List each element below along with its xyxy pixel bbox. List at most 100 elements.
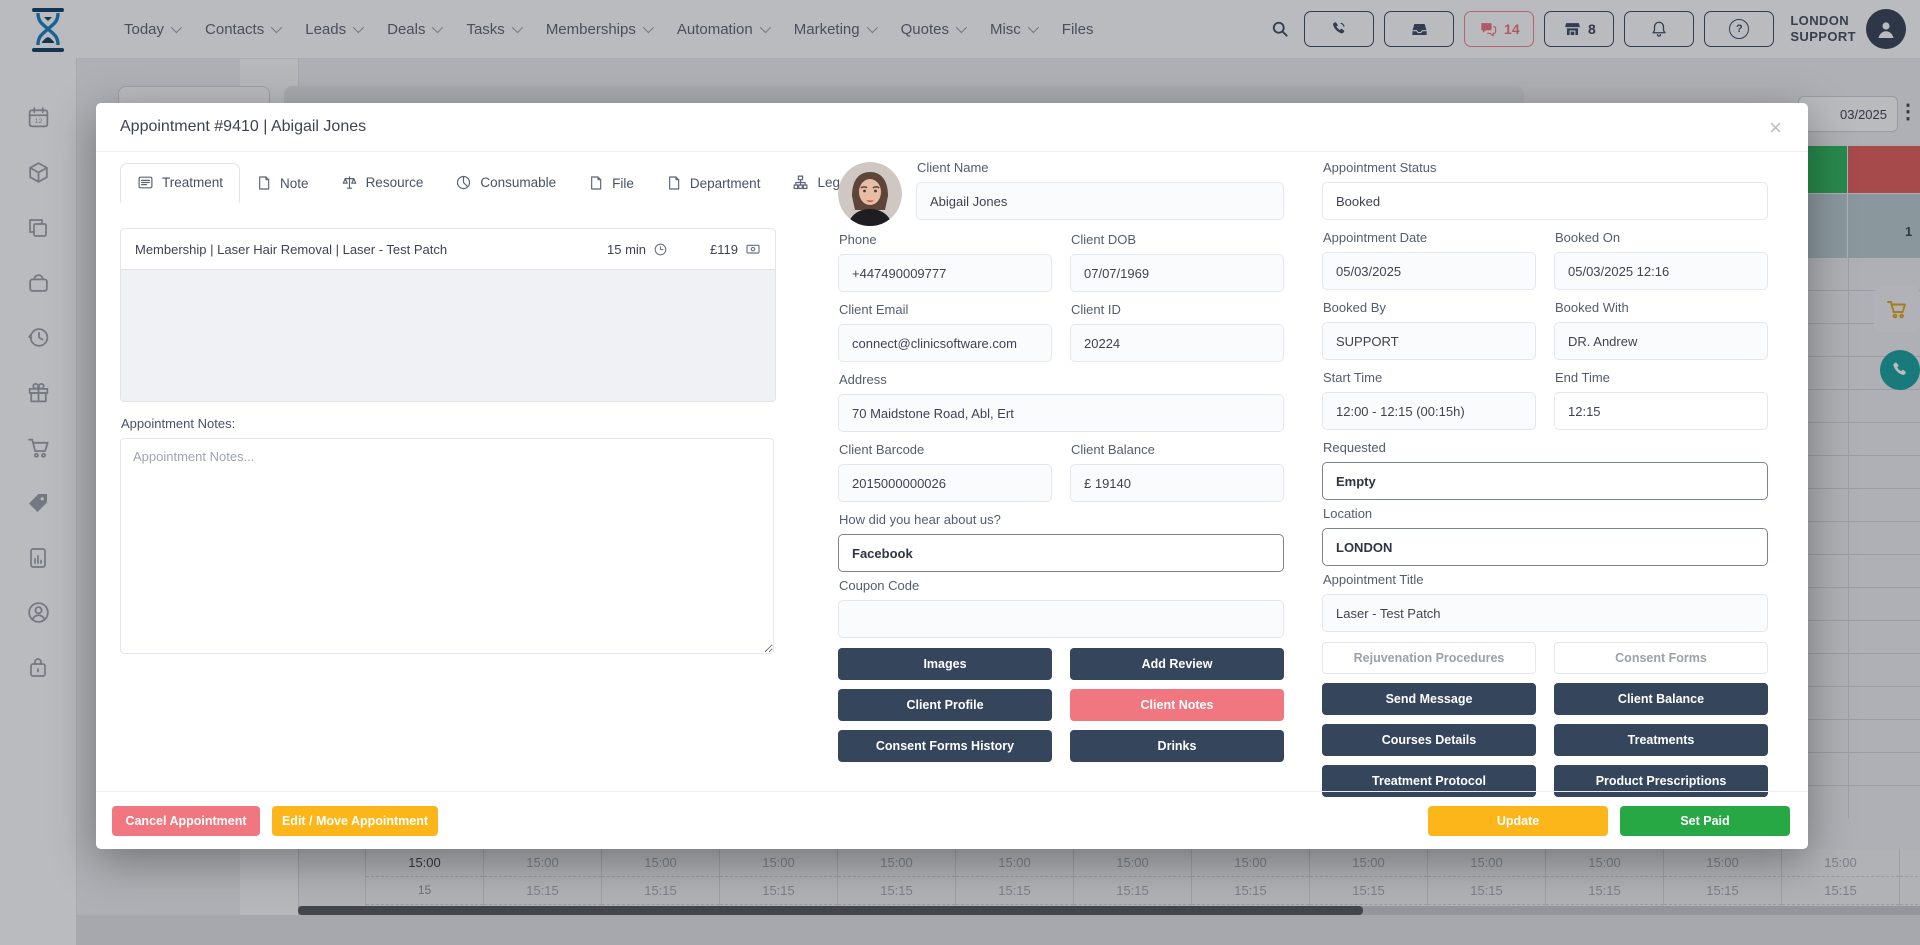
inbox-button[interactable] bbox=[1384, 11, 1455, 47]
modal-tabs: Treatment Note Resource Consumable File bbox=[120, 161, 863, 203]
images-button[interactable]: Images bbox=[838, 648, 1052, 680]
rejuvenation-procedures-button[interactable]: Rejuvenation Procedures bbox=[1322, 642, 1536, 674]
search-icon[interactable] bbox=[1270, 19, 1290, 39]
set-paid-button[interactable]: Set Paid bbox=[1620, 805, 1790, 836]
nav-item-misc[interactable]: Misc bbox=[990, 21, 1039, 38]
client-barcode-input[interactable]: 2015000000026 bbox=[838, 464, 1052, 502]
basket-icon[interactable] bbox=[0, 255, 76, 310]
appointment-title-input[interactable]: Laser - Test Patch bbox=[1322, 594, 1768, 632]
edit-move-appointment-button[interactable]: Edit / Move Appointment bbox=[272, 805, 438, 836]
question-mark-icon: ? bbox=[1729, 19, 1750, 39]
calendar-icon[interactable]: 12 bbox=[0, 90, 76, 145]
courses-details-button[interactable]: Courses Details bbox=[1322, 724, 1536, 756]
cart-icon[interactable] bbox=[0, 420, 76, 475]
account-name-line1: LONDON bbox=[1790, 13, 1850, 29]
store-button[interactable]: 8 bbox=[1544, 11, 1615, 47]
client-id-label: Client ID bbox=[1071, 302, 1121, 317]
tab-consumable[interactable]: Consumable bbox=[439, 164, 572, 203]
document-icon bbox=[666, 175, 682, 191]
client-name-input[interactable]: Abigail Jones bbox=[916, 182, 1284, 220]
send-message-button[interactable]: Send Message bbox=[1322, 683, 1536, 715]
phone-calls-button[interactable] bbox=[1304, 11, 1375, 47]
update-button[interactable]: Update bbox=[1428, 805, 1608, 836]
brand-hourglass-logo[interactable] bbox=[28, 7, 68, 53]
chat-messages-button[interactable]: 14 bbox=[1464, 11, 1535, 47]
cancel-appointment-button[interactable]: Cancel Appointment bbox=[112, 805, 260, 836]
address-input[interactable]: 70 Maidstone Road, Abl, Ert bbox=[838, 394, 1284, 432]
navbar-right-cluster: 14 8 ? LONDON SUPPORT bbox=[1270, 0, 1906, 58]
tab-label: File bbox=[612, 175, 634, 191]
client-balance-input[interactable]: £ 19140 bbox=[1070, 464, 1284, 502]
phone-fab-button[interactable] bbox=[1880, 350, 1920, 390]
help-button[interactable]: ? bbox=[1704, 11, 1775, 47]
client-dob-input[interactable]: 07/07/1969 bbox=[1070, 254, 1284, 292]
tab-file[interactable]: File bbox=[572, 165, 650, 203]
address-label: Address bbox=[839, 372, 887, 387]
gift-icon[interactable] bbox=[0, 365, 76, 420]
client-email-input[interactable]: connect@clinicsoftware.com bbox=[838, 324, 1052, 362]
history-icon[interactable] bbox=[0, 310, 76, 365]
add-review-button[interactable]: Add Review bbox=[1070, 648, 1284, 680]
nav-item-deals[interactable]: Deals bbox=[387, 21, 444, 38]
tab-note[interactable]: Note bbox=[240, 165, 325, 203]
user-avatar[interactable] bbox=[1866, 9, 1906, 49]
booked-on-input[interactable]: 05/03/2025 12:16 bbox=[1554, 252, 1768, 290]
notifications-button[interactable] bbox=[1624, 11, 1695, 47]
calendar-event-red[interactable] bbox=[1848, 146, 1920, 193]
location-select[interactable]: LONDON bbox=[1322, 528, 1768, 566]
appointment-date-input[interactable]: 05/03/2025 bbox=[1322, 252, 1536, 290]
location-label: Location bbox=[1323, 506, 1373, 521]
tab-department[interactable]: Department bbox=[650, 165, 777, 203]
treatment-item-row[interactable]: Membership | Laser Hair Removal | Laser … bbox=[121, 229, 775, 270]
consent-forms-history-button[interactable]: Consent Forms History bbox=[838, 730, 1052, 762]
requested-select[interactable]: Empty bbox=[1322, 462, 1768, 500]
treatments-button[interactable]: Treatments bbox=[1554, 724, 1768, 756]
drinks-button[interactable]: Drinks bbox=[1070, 730, 1284, 762]
copy-icon[interactable] bbox=[0, 200, 76, 255]
time-slot: 15:15 bbox=[484, 877, 601, 905]
calendar-event-teal-2[interactable] bbox=[1848, 194, 1920, 258]
nav-label: Leads bbox=[305, 20, 347, 38]
client-id-input[interactable]: 20224 bbox=[1070, 324, 1284, 362]
nav-item-tasks[interactable]: Tasks bbox=[466, 21, 523, 38]
tab-resource[interactable]: Resource bbox=[325, 164, 440, 203]
close-icon[interactable]: × bbox=[1769, 115, 1782, 140]
nav-item-memberships[interactable]: Memberships bbox=[546, 21, 654, 38]
nav-item-quotes[interactable]: Quotes bbox=[901, 21, 968, 38]
client-notes-button[interactable]: Client Notes bbox=[1070, 689, 1284, 721]
consent-forms-button[interactable]: Consent Forms bbox=[1554, 642, 1768, 674]
booked-by-input[interactable]: SUPPORT bbox=[1322, 322, 1536, 360]
referral-source-select[interactable]: Facebook bbox=[838, 534, 1284, 572]
phone-input[interactable]: +447490009777 bbox=[838, 254, 1052, 292]
appointment-status-input[interactable]: Booked bbox=[1322, 182, 1768, 220]
client-photo[interactable] bbox=[838, 162, 902, 226]
start-time-input[interactable]: 12:00 - 12:15 (00:15h) bbox=[1322, 392, 1536, 430]
kebab-menu-icon[interactable]: ⋮ bbox=[1898, 101, 1918, 123]
treatment-duration: 15 min bbox=[607, 241, 647, 257]
horizontal-scrollbar-thumb[interactable] bbox=[298, 906, 1363, 915]
nav-item-today[interactable]: Today bbox=[124, 21, 183, 38]
nav-item-contacts[interactable]: Contacts bbox=[205, 21, 283, 38]
appointment-notes-textarea[interactable] bbox=[120, 438, 774, 654]
user-circle-icon[interactable] bbox=[0, 585, 76, 640]
lock-case-icon[interactable] bbox=[0, 640, 76, 695]
package-icon[interactable] bbox=[0, 145, 76, 200]
client-profile-button[interactable]: Client Profile bbox=[838, 689, 1052, 721]
tags-icon[interactable] bbox=[0, 475, 76, 530]
nav-item-automation[interactable]: Automation bbox=[677, 21, 771, 38]
cart-fab-button[interactable] bbox=[1874, 286, 1920, 332]
end-time-input[interactable]: 12:15 bbox=[1554, 392, 1768, 430]
booked-with-input[interactable]: DR. Andrew bbox=[1554, 322, 1768, 360]
client-balance-button[interactable]: Client Balance bbox=[1554, 683, 1768, 715]
tab-treatment[interactable]: Treatment bbox=[120, 163, 241, 203]
nav-item-marketing[interactable]: Marketing bbox=[794, 21, 878, 38]
time-slot: 15:00 bbox=[838, 849, 955, 877]
calendar-date-input[interactable]: 03/2025 bbox=[1798, 96, 1898, 132]
nav-item-files[interactable]: Files bbox=[1062, 21, 1094, 38]
report-icon[interactable] bbox=[0, 530, 76, 585]
nav-item-leads[interactable]: Leads bbox=[305, 20, 365, 38]
phone-icon bbox=[1330, 20, 1348, 38]
coupon-code-input[interactable] bbox=[838, 600, 1284, 638]
